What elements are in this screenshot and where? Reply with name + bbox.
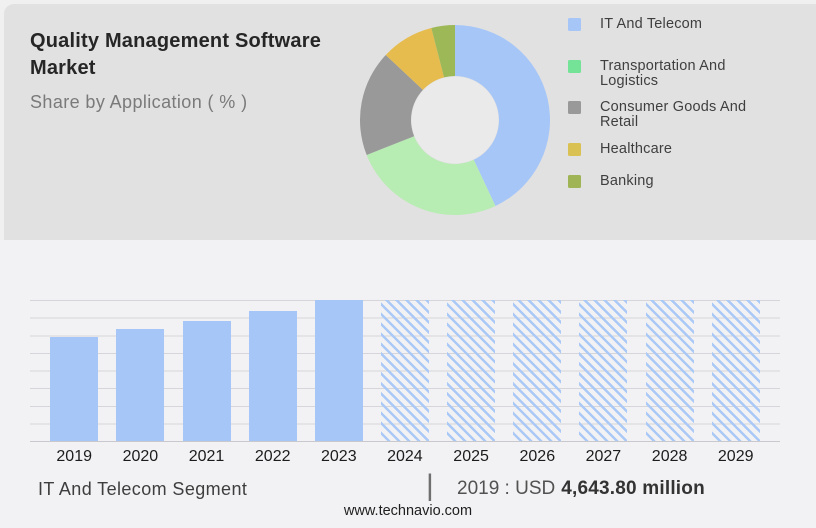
legend-swatch-banking	[568, 175, 581, 188]
pie-slice-banking	[431, 25, 455, 78]
bar-forecast-2024	[380, 300, 429, 441]
pie-slice-transportation-and-logistics	[366, 136, 496, 215]
axis-label-2021: 2021	[188, 448, 225, 465]
bar-chart-plot	[30, 300, 780, 442]
legend-label: Transportation And Logistics	[600, 57, 726, 89]
axis-label-2022: 2022	[254, 448, 291, 465]
bar-forecast-2025	[447, 300, 496, 441]
segment-label: IT And Telecom Segment	[38, 479, 248, 499]
bar-2019	[50, 337, 99, 441]
legend-item-it-and-telecom: IT And Telecom	[568, 16, 808, 33]
bar-2022	[248, 311, 297, 441]
summary-panel: Quality Management Software Market Share…	[4, 4, 816, 240]
axis-label-2027: 2027	[585, 448, 622, 465]
legend-label: Banking	[600, 173, 654, 189]
pie-slice-consumer-goods-and-retail	[360, 54, 423, 155]
legend-swatch-consumer-goods-and-retail	[568, 100, 581, 114]
legend-item-banking: Banking	[568, 173, 808, 190]
divider: |	[426, 469, 434, 502]
donut-chart	[360, 25, 550, 215]
pie-slice-it-and-telecom	[455, 25, 550, 206]
legend-swatch-healthcare	[568, 142, 581, 156]
axis-label-2024: 2024	[387, 448, 423, 465]
legend-swatch-transportation-and-logistics	[568, 59, 581, 73]
axis-label-2020: 2020	[122, 448, 159, 465]
legend-label: IT And Telecom	[600, 16, 703, 32]
legend-swatch-it-and-telecom	[568, 18, 581, 31]
bar-2023	[314, 300, 363, 441]
pie-slice-healthcare	[385, 27, 445, 90]
bar-forecast-2028	[645, 300, 694, 441]
bar-chart-section: 2019 2020 2021 2022 2023 2024 2025 2026 2027 2028…	[0, 240, 816, 528]
title-block: Quality Management Software Market Share…	[30, 28, 360, 113]
bar-2021	[182, 321, 231, 441]
footer-url: www.technavio.com	[343, 503, 473, 519]
legend-item-transportation-and-logistics: Transportation And Logistics	[568, 57, 808, 90]
legend-label: Healthcare	[600, 140, 673, 157]
legend-item-consumer-goods-and-retail: Consumer Goods And Retail	[568, 98, 808, 131]
axis-label-2019: 2019	[56, 448, 92, 465]
axis-label-2029: 2029	[717, 448, 754, 465]
bar-forecast-2027	[579, 300, 628, 441]
bar-2020	[116, 329, 165, 441]
bar-forecast-2026	[513, 300, 562, 441]
legend-item-healthcare: Healthcare	[568, 140, 808, 158]
value-amount: 4,643.80 million	[561, 478, 705, 499]
axis-label-2026: 2026	[519, 448, 556, 465]
axis-label-2023: 2023	[321, 448, 357, 465]
legend-label: Consumer Goods And Retail	[600, 98, 747, 130]
donut-hole	[411, 76, 499, 164]
value-year-prefix: 2019 : USD	[457, 478, 556, 499]
page-subtitle: Share by Application ( % )	[30, 92, 248, 112]
axis-label-2028: 2028	[651, 448, 688, 465]
axis-label-2025: 2025	[453, 448, 489, 465]
bar-forecast-2029	[711, 300, 760, 441]
value-line: 2019 : USD 4,643.80 million	[457, 478, 705, 500]
x-axis-labels: 2019 2020 2021 2022 2023 2024 2025 2026 2027 2028…	[30, 448, 780, 468]
page-title: Quality Management Software Market	[30, 30, 322, 79]
donut-legend: IT And Telecom Transportation And Logisti…	[568, 16, 808, 190]
